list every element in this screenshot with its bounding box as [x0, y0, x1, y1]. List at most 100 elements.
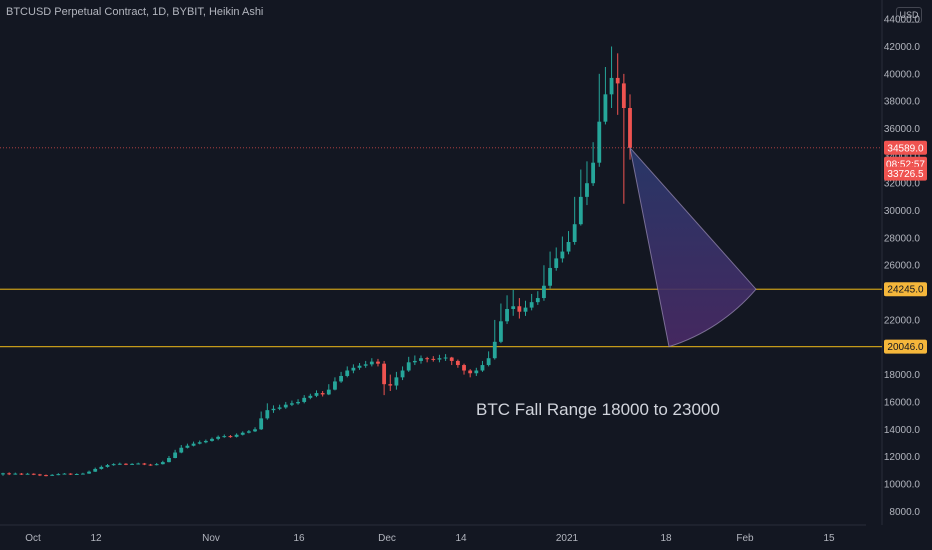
- fall-range-annotation: BTC Fall Range 18000 to 23000: [476, 400, 720, 419]
- y-axis-ticks: 8000.0 10000.0 12000.0 14000.0 16000.0 18000.…: [884, 15, 921, 518]
- candle-body: [628, 108, 632, 148]
- candle-body: [535, 298, 540, 303]
- candle-body: [363, 364, 368, 366]
- y-tick-label: 36000.0: [884, 124, 921, 135]
- candle-body: [394, 377, 399, 386]
- x-axis-ticks: Oct 12 Nov 16 Dec 14 2021 18 Feb 15: [25, 533, 835, 544]
- candle-body: [179, 447, 184, 453]
- candle-body: [240, 432, 245, 435]
- y-tick-label: 32000.0: [884, 179, 921, 190]
- candle-body: [339, 375, 343, 382]
- y-tick-label: 42000.0: [884, 42, 921, 53]
- candle-body: [136, 463, 141, 465]
- candle-body: [142, 463, 147, 465]
- candle-body: [499, 321, 503, 342]
- candle-body: [62, 473, 67, 475]
- candle-body: [542, 285, 546, 299]
- candle-body: [74, 474, 79, 476]
- candle-body: [296, 401, 300, 404]
- candle-body: [357, 365, 362, 368]
- candle-body: [234, 434, 239, 437]
- candle-body: [621, 83, 626, 109]
- candle-body: [19, 473, 24, 475]
- candle-body: [585, 183, 589, 197]
- price-label-bg: [884, 140, 927, 155]
- x-tick-label: 16: [293, 533, 305, 544]
- x-tick-label: 2021: [556, 533, 579, 544]
- candle-body: [480, 365, 485, 371]
- chart-title: BTCUSD Perpetual Contract, 1D, BYBIT, He…: [6, 6, 264, 18]
- candle-body: [87, 471, 91, 474]
- candle-body: [31, 473, 36, 475]
- y-tick-label: 28000.0: [884, 233, 921, 244]
- candle-body: [597, 121, 602, 163]
- candles: [1, 46, 632, 477]
- x-tick-label: Oct: [25, 533, 41, 544]
- candle-body: [455, 360, 460, 366]
- candle-body: [529, 302, 534, 308]
- candle-body: [1, 473, 5, 475]
- candle-body: [111, 464, 116, 466]
- candle-body: [7, 473, 12, 475]
- price-label-text: 08:52:57: [886, 159, 925, 170]
- horizontal-levels: [0, 147, 882, 348]
- candle-body: [369, 361, 374, 365]
- candle-body: [511, 306, 516, 309]
- candle-body: [25, 473, 30, 475]
- y-tick-label: 38000.0: [884, 97, 921, 108]
- candle-body: [197, 442, 202, 444]
- candle-body: [382, 363, 387, 385]
- x-tick-label: 18: [660, 533, 672, 544]
- candle-body: [468, 370, 473, 374]
- price-label-bg: [884, 282, 927, 297]
- candle-body: [431, 358, 436, 360]
- y-tick-label: 8000.0: [889, 507, 920, 518]
- price-label-text: 20046.0: [887, 342, 924, 353]
- candle-body: [462, 365, 466, 371]
- candle-body: [93, 468, 98, 472]
- price-label-current: 34589.0: [884, 140, 927, 155]
- currency-badge[interactable]: USD: [896, 7, 922, 23]
- price-label-text: 24245.0: [887, 285, 924, 296]
- candle-body: [259, 418, 264, 430]
- candle-body: [167, 458, 171, 463]
- candle-body: [99, 466, 104, 469]
- candle-body: [351, 367, 356, 371]
- candle-body: [191, 443, 196, 446]
- y-tick-label: 18000.0: [884, 370, 921, 381]
- y-tick-label: 16000.0: [884, 397, 921, 408]
- candle-body: [578, 196, 583, 225]
- y-tick-label: 12000.0: [884, 452, 921, 463]
- candle-body: [554, 258, 559, 268]
- candle-body: [474, 370, 479, 374]
- candle-body: [117, 463, 122, 465]
- candle-body: [326, 389, 331, 395]
- price-label-level: 24245.0: [884, 282, 927, 297]
- candle-body: [265, 410, 270, 419]
- price-label-level: 20046.0: [884, 339, 927, 354]
- price-label-text: 33726.5: [887, 169, 924, 180]
- candle-body: [492, 341, 497, 359]
- candle-body: [68, 473, 73, 475]
- candle-body: [246, 431, 251, 433]
- x-tick-label: Dec: [378, 533, 396, 544]
- fan-projection-shape[interactable]: [629, 146, 757, 348]
- candle-body: [615, 77, 620, 84]
- candle-body: [566, 241, 571, 252]
- price-label-bg: [884, 339, 927, 354]
- candle-body: [302, 397, 307, 402]
- x-tick-label: 12: [90, 533, 102, 544]
- candle-body: [124, 463, 128, 465]
- price-label-text: 34589.0: [887, 143, 924, 154]
- candle-body: [449, 357, 454, 361]
- price-label-bg: [884, 166, 927, 181]
- price-label-low: 33726.5: [884, 166, 927, 181]
- y-tick-label: 10000.0: [884, 479, 921, 490]
- candle-body: [154, 464, 159, 466]
- candle-body: [345, 370, 350, 376]
- candle-body: [560, 251, 565, 259]
- x-tick-label: 15: [823, 533, 835, 544]
- candle-body: [210, 438, 214, 441]
